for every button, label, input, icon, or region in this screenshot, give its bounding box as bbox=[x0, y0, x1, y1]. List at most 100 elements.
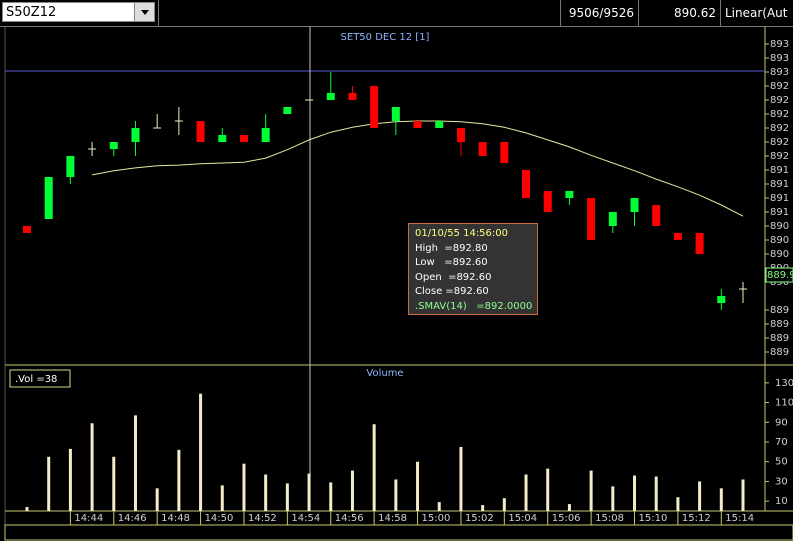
volume-bar bbox=[437, 502, 441, 511]
candle-body bbox=[608, 212, 617, 226]
candle-body bbox=[348, 93, 357, 100]
volume-title: Volume bbox=[366, 368, 403, 379]
y-tick-label: 890 bbox=[770, 235, 789, 246]
candle-body bbox=[652, 205, 661, 226]
candle-body bbox=[44, 177, 53, 219]
volume-bar bbox=[220, 485, 224, 511]
y-tick-label: 890 bbox=[770, 249, 789, 260]
y-tick-label: 889 bbox=[770, 333, 789, 344]
candle-body bbox=[695, 233, 704, 254]
y-tick-label: 892 bbox=[770, 137, 789, 148]
spacer bbox=[158, 0, 560, 26]
candle-body bbox=[543, 191, 552, 212]
y-tick-label: 892 bbox=[770, 123, 789, 134]
volume-bar bbox=[589, 470, 593, 511]
volume-bar bbox=[307, 473, 311, 511]
scroll-bar[interactable] bbox=[4, 524, 793, 541]
price: 890.62 bbox=[638, 0, 720, 26]
volume-bar bbox=[68, 448, 72, 511]
x-tick-label: 15:04 bbox=[508, 513, 537, 524]
volume-bar bbox=[372, 424, 376, 511]
x-tick-label: 15:00 bbox=[422, 513, 451, 524]
y-tick-label: 892 bbox=[770, 81, 789, 92]
y-tick-label: 893 bbox=[770, 39, 789, 50]
x-tick-label: 15:06 bbox=[552, 513, 581, 524]
candle-body bbox=[109, 142, 118, 149]
y-tick-label: 891 bbox=[770, 165, 789, 176]
candle-body bbox=[673, 233, 682, 240]
y-tick-label: 30 bbox=[775, 476, 788, 487]
chart-title: SET50 DEC 12 [1] bbox=[341, 32, 430, 43]
toolbar: S50Z12 9506/9526 890.62 Linear(Aut bbox=[0, 0, 793, 27]
volume-bar bbox=[741, 479, 745, 511]
tooltip-line: 01/10/55 14:56:00 bbox=[415, 228, 509, 239]
volume-bar bbox=[676, 497, 680, 511]
y-tick-label: 50 bbox=[775, 457, 788, 468]
y-tick-label: 10 bbox=[775, 496, 788, 507]
volume-legend-box bbox=[9, 369, 71, 388]
moving-average bbox=[92, 120, 744, 217]
y-tick-label: 892 bbox=[770, 95, 789, 106]
x-tick-label: 14:48 bbox=[161, 513, 190, 524]
candle-body bbox=[522, 170, 531, 198]
x-tick-label: 15:14 bbox=[725, 513, 754, 524]
volume-bar bbox=[502, 498, 506, 511]
volume-bar bbox=[285, 483, 289, 511]
candle-body bbox=[717, 296, 726, 303]
x-tick-label: 14:58 bbox=[378, 513, 407, 524]
tooltip-line: Low =892.60 bbox=[415, 257, 488, 268]
x-tick-label: 14:56 bbox=[335, 513, 364, 524]
y-tick-label: 889 bbox=[770, 319, 789, 330]
x-tick-label: 15:12 bbox=[682, 513, 711, 524]
symbol-select[interactable]: S50Z12 bbox=[2, 2, 155, 22]
x-tick-label: 14:54 bbox=[291, 513, 320, 524]
candle-body bbox=[435, 121, 444, 128]
volume-bar bbox=[524, 474, 528, 511]
y-tick-label: 110 bbox=[775, 398, 793, 409]
y-tick-label: 889 bbox=[770, 347, 789, 358]
candle-body bbox=[370, 86, 379, 128]
volume-bar bbox=[90, 423, 94, 511]
x-tick-label: 15:02 bbox=[465, 513, 494, 524]
volume-bar bbox=[481, 505, 485, 511]
volume-bar bbox=[459, 446, 463, 511]
y-tick-label: 889 bbox=[770, 305, 789, 316]
tooltip-line: Open =892.60 bbox=[415, 271, 492, 283]
candle-body bbox=[218, 135, 227, 142]
y-tick-label: 90 bbox=[775, 417, 788, 428]
dropdown-button[interactable] bbox=[134, 3, 154, 21]
volume-bar bbox=[177, 449, 181, 511]
volume-bar bbox=[633, 475, 637, 511]
y-tick-label: 70 bbox=[775, 437, 788, 448]
candle-body bbox=[456, 128, 465, 142]
tooltip-line: High =892.80 bbox=[415, 242, 488, 254]
volume-bar bbox=[546, 468, 550, 511]
candle-body bbox=[478, 142, 487, 156]
y-tick-label: 891 bbox=[770, 207, 789, 218]
tooltip: 01/10/55 14:56:00 High =892.80 Low =892.60… bbox=[408, 223, 538, 315]
candle-body bbox=[413, 121, 422, 128]
x-tick-label: 15:10 bbox=[639, 513, 668, 524]
scale-mode[interactable]: Linear(Aut bbox=[720, 0, 793, 26]
y-tick-label: 891 bbox=[770, 193, 789, 204]
x-tick-label: 14:52 bbox=[248, 513, 277, 524]
candle-body bbox=[587, 198, 596, 240]
volume-bar bbox=[350, 470, 354, 511]
x-tick-label: 15:08 bbox=[595, 513, 624, 524]
y-tick-label: 892 bbox=[770, 109, 789, 120]
candle-body bbox=[239, 135, 248, 142]
y-tick-label: 892 bbox=[770, 151, 789, 162]
candle-body bbox=[630, 198, 639, 212]
volume-bar bbox=[698, 481, 702, 511]
volume-bar bbox=[242, 463, 246, 511]
x-tick-label: 14:46 bbox=[118, 513, 147, 524]
y-tick-label: 891 bbox=[770, 179, 789, 190]
candle-body bbox=[391, 107, 400, 121]
symbol: S50Z12 bbox=[6, 5, 57, 20]
volume-bar bbox=[394, 479, 398, 511]
volume-bar bbox=[199, 393, 203, 511]
last-price-label: 889.9 bbox=[767, 270, 793, 281]
y-tick-label: 130 bbox=[775, 378, 793, 389]
